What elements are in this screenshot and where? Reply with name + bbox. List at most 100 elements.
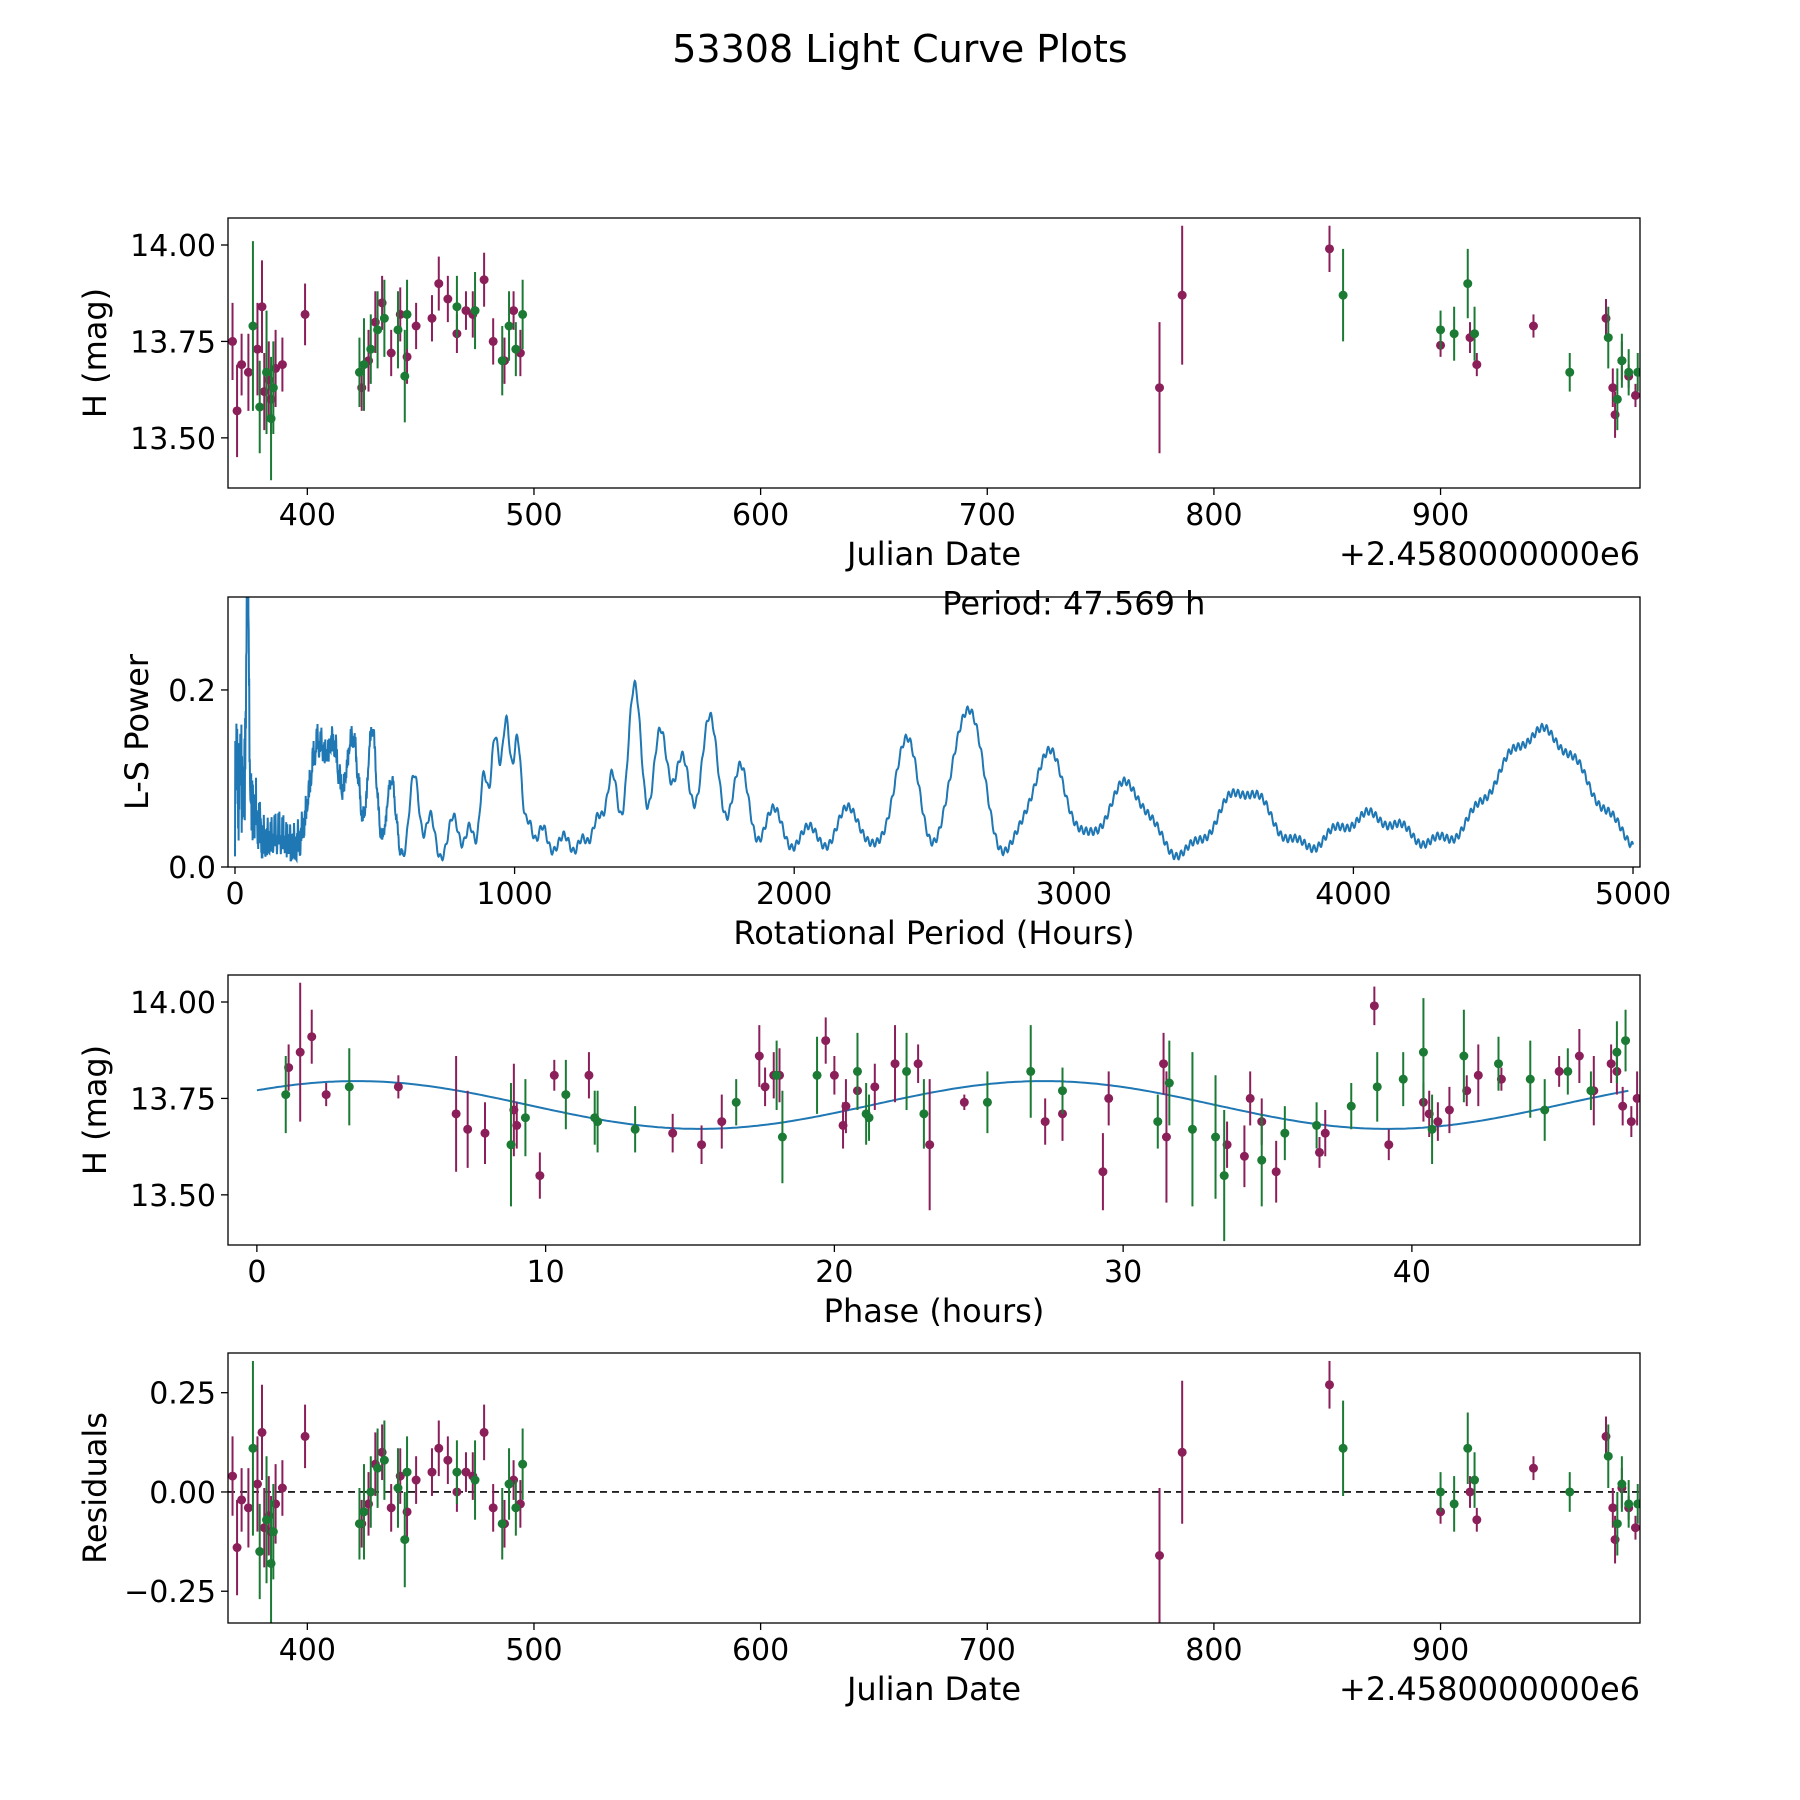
x-tick-label: 0: [247, 1255, 266, 1290]
data-point: [1612, 1047, 1622, 1057]
periodogram-line: [234, 597, 1634, 864]
data-point: [1177, 1447, 1187, 1457]
data-point: [1155, 1551, 1165, 1560]
data-point: [1219, 1171, 1229, 1181]
data-point: [452, 1467, 462, 1477]
data-point: [461, 1467, 471, 1477]
data-point: [1338, 290, 1348, 300]
y-axis-label: H (mag): [76, 1045, 114, 1175]
data-point: [754, 1051, 764, 1061]
data-point: [890, 1059, 900, 1069]
plot-area: [228, 1360, 1640, 1623]
data-point: [697, 1140, 707, 1150]
data-point: [480, 1128, 490, 1138]
data-point: [1346, 1101, 1356, 1111]
data-point: [307, 1032, 317, 1042]
data-point: [919, 1109, 929, 1119]
x-tick-label: 2000: [756, 877, 832, 912]
x-offset-label: +2.4580000000e6: [1339, 1670, 1640, 1708]
data-point: [535, 1171, 545, 1181]
data-point: [1314, 1147, 1324, 1157]
y-tick-label: 13.50: [130, 1179, 216, 1214]
data-point: [870, 1082, 880, 1092]
data-point: [1187, 1124, 1197, 1134]
data-point: [379, 1455, 389, 1465]
data-point: [1372, 1082, 1382, 1092]
data-point: [461, 306, 471, 316]
x-axis-label: Julian Date: [845, 1670, 1021, 1708]
data-point: [509, 306, 519, 316]
x-tick-label: 10: [527, 1255, 565, 1290]
data-point: [1427, 1124, 1437, 1134]
data-point: [512, 1120, 522, 1130]
data-point: [902, 1066, 912, 1076]
data-point: [252, 344, 262, 354]
figure-title: 53308 Light Curve Plots: [672, 27, 1127, 71]
data-point: [321, 1090, 331, 1100]
data-point: [411, 1475, 421, 1485]
data-point: [1040, 1117, 1050, 1127]
data-point: [1624, 367, 1634, 377]
data-point: [354, 1519, 364, 1529]
data-point: [549, 1070, 559, 1080]
data-point: [1104, 1093, 1114, 1103]
x-tick-label: 800: [1185, 1633, 1242, 1668]
data-point: [504, 321, 514, 331]
data-point: [630, 1124, 640, 1134]
data-point: [344, 1082, 354, 1092]
data-point: [366, 1487, 376, 1497]
data-point: [400, 1535, 410, 1545]
data-point: [1155, 383, 1165, 393]
data-point: [232, 406, 242, 416]
x-tick-label: 5000: [1595, 877, 1671, 912]
data-point: [237, 1495, 247, 1505]
data-point: [1338, 1443, 1348, 1453]
data-point: [228, 1471, 238, 1481]
data-point: [434, 279, 444, 289]
data-point: [497, 356, 507, 366]
data-point: [451, 1109, 461, 1119]
data-point: [1554, 1066, 1564, 1076]
data-point: [1630, 390, 1640, 400]
x-axis-label: Julian Date: [845, 535, 1021, 573]
data-point: [497, 1519, 507, 1529]
data-point: [427, 1467, 437, 1477]
data-point: [511, 344, 521, 354]
y-tick-label: 0.25: [149, 1377, 216, 1412]
data-point: [913, 1059, 923, 1069]
data-point: [593, 1117, 603, 1127]
data-point: [470, 306, 480, 316]
data-point: [479, 275, 489, 285]
data-point: [393, 1483, 403, 1493]
data-point: [257, 302, 267, 312]
data-point: [1257, 1155, 1267, 1165]
data-point: [812, 1070, 822, 1080]
data-point: [1098, 1167, 1108, 1177]
data-point: [821, 1036, 831, 1046]
data-point: [1608, 383, 1618, 393]
data-point: [511, 1503, 521, 1513]
data-point: [366, 344, 376, 354]
panel-phase-folded: 0 10 20 30 40 13.50 13.75 14.00 Phase (hours) H (…: [76, 974, 1641, 1330]
data-point: [1633, 367, 1640, 377]
y-tick-label: 0.2: [168, 674, 216, 709]
x-tick-label: 400: [279, 1633, 336, 1668]
y-tick-label: 13.75: [130, 1082, 216, 1117]
data-point: [359, 1507, 369, 1517]
data-point: [1465, 1487, 1475, 1497]
data-point: [1470, 1475, 1480, 1485]
data-point: [520, 1113, 530, 1123]
data-point: [1528, 1463, 1538, 1473]
y-tick-label: 0.00: [149, 1476, 216, 1511]
data-point: [1384, 1140, 1394, 1150]
data-point: [1563, 1066, 1573, 1076]
data-point: [1245, 1093, 1255, 1103]
data-point: [1436, 325, 1446, 335]
x-tick-label: 40: [1393, 1255, 1431, 1290]
data-point: [1473, 1070, 1483, 1080]
y-tick-label: −0.25: [124, 1575, 216, 1610]
data-point: [1057, 1086, 1067, 1096]
data-point: [1565, 1487, 1575, 1497]
data-point: [393, 325, 403, 335]
plot-area: [256, 982, 1640, 1242]
